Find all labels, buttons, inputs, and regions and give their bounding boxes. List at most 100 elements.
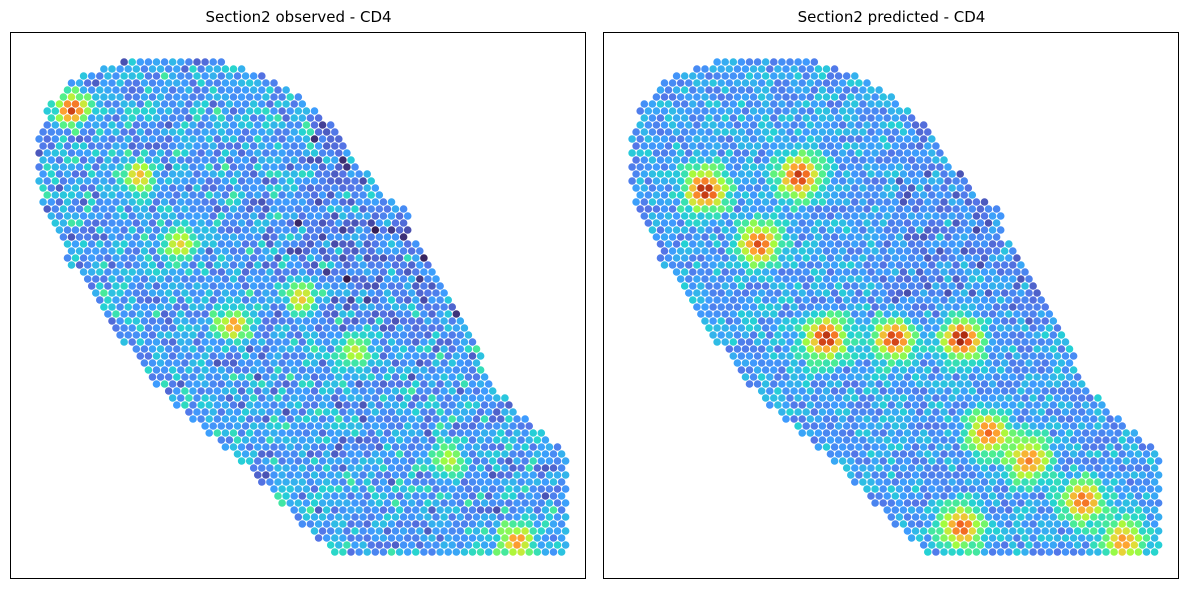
data-spot — [262, 317, 270, 325]
data-spot — [879, 191, 887, 199]
data-spot — [460, 534, 469, 542]
data-spot — [314, 142, 323, 150]
data-spot — [379, 310, 388, 318]
data-spot — [213, 261, 222, 269]
data-spot — [136, 58, 145, 66]
data-spot — [217, 226, 226, 234]
data-spot — [891, 184, 900, 192]
data-spot — [440, 415, 448, 423]
data-spot — [911, 177, 920, 185]
data-spot — [456, 429, 465, 437]
data-spot — [867, 296, 875, 304]
data-spot — [83, 191, 92, 199]
data-spot — [533, 464, 542, 472]
data-spot — [976, 331, 985, 339]
data-spot — [108, 121, 116, 129]
data-spot — [1037, 394, 1045, 402]
data-spot — [96, 240, 104, 248]
data-spot — [737, 100, 746, 108]
data-spot — [274, 128, 282, 136]
data-spot — [132, 289, 141, 297]
data-spot — [952, 261, 960, 269]
data-spot — [733, 317, 742, 325]
data-spot — [128, 100, 136, 108]
data-spot — [749, 107, 758, 115]
data-spot — [403, 226, 412, 234]
data-spot — [343, 177, 351, 185]
data-spot — [847, 121, 855, 129]
data-spot — [456, 541, 465, 549]
data-spot — [245, 317, 254, 325]
data-spot — [116, 191, 124, 199]
data-spot — [387, 212, 396, 220]
data-spot — [509, 408, 517, 416]
data-spot — [156, 135, 165, 143]
data-spot — [395, 548, 404, 556]
data-spot — [35, 149, 43, 157]
data-spot — [229, 261, 238, 269]
data-spot — [75, 205, 84, 213]
data-spot — [258, 282, 266, 290]
data-spot — [644, 177, 653, 185]
data-spot — [798, 65, 806, 73]
data-spot — [322, 128, 331, 136]
data-spot — [225, 324, 234, 332]
data-spot — [476, 408, 485, 416]
data-spot — [173, 317, 181, 325]
data-spot — [428, 548, 436, 556]
data-spot — [322, 366, 331, 374]
data-spot — [221, 443, 230, 451]
data-spot — [879, 149, 887, 157]
data-spot — [371, 352, 380, 360]
data-spot — [733, 163, 742, 171]
data-spot — [294, 303, 303, 311]
data-spot — [1021, 366, 1029, 374]
data-spot — [156, 65, 165, 73]
data-spot — [245, 261, 254, 269]
data-spot — [822, 387, 831, 395]
data-spot — [347, 324, 355, 332]
data-spot — [509, 506, 517, 514]
data-spot — [859, 184, 867, 192]
data-spot — [753, 226, 762, 234]
data-spot — [810, 310, 819, 318]
data-spot — [339, 310, 347, 318]
data-spot — [347, 464, 355, 472]
data-spot — [672, 254, 681, 262]
data-spot — [770, 366, 778, 374]
data-spot — [468, 464, 477, 472]
data-spot — [636, 191, 644, 199]
data-spot — [359, 359, 367, 367]
data-spot — [903, 261, 912, 269]
data-spot — [818, 184, 827, 192]
data-spot — [148, 219, 157, 227]
data-spot — [39, 156, 47, 164]
data-spot — [262, 163, 270, 171]
data-spot — [834, 184, 843, 192]
data-spot — [697, 170, 705, 178]
data-spot — [705, 184, 713, 192]
data-spot — [326, 289, 335, 297]
data-spot — [640, 100, 649, 108]
data-spot — [326, 261, 335, 269]
data-spot — [721, 310, 729, 318]
data-spot — [47, 156, 56, 164]
data-spot — [148, 107, 157, 115]
data-spot — [331, 268, 339, 276]
data-spot — [948, 170, 956, 178]
data-spot — [834, 128, 843, 136]
data-spot — [753, 268, 762, 276]
data-spot — [924, 352, 932, 360]
data-spot — [842, 198, 851, 206]
data-spot — [976, 415, 985, 423]
data-spot — [347, 548, 355, 556]
data-spot — [43, 191, 51, 199]
data-spot — [464, 429, 473, 437]
data-spot — [59, 163, 68, 171]
data-spot — [428, 422, 436, 430]
data-spot — [351, 485, 359, 493]
data-spot — [278, 205, 286, 213]
data-spot — [818, 324, 827, 332]
data-spot — [1005, 408, 1013, 416]
data-spot — [830, 373, 839, 381]
